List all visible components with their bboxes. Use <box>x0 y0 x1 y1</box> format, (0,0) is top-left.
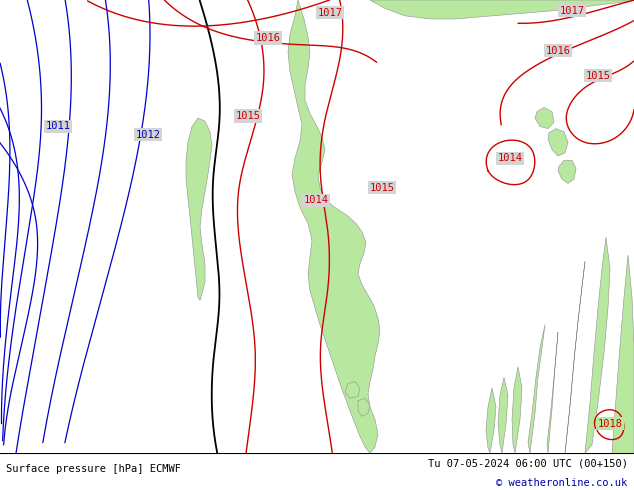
Polygon shape <box>512 367 522 453</box>
Polygon shape <box>186 118 212 300</box>
Text: 1016: 1016 <box>256 33 280 43</box>
Polygon shape <box>547 332 558 453</box>
Polygon shape <box>498 377 508 453</box>
Polygon shape <box>535 107 554 128</box>
Text: 1018: 1018 <box>597 419 623 429</box>
Text: 1014: 1014 <box>304 196 328 205</box>
Text: 1012: 1012 <box>136 130 160 140</box>
Polygon shape <box>565 261 585 453</box>
Polygon shape <box>345 382 360 398</box>
Text: 1015: 1015 <box>586 71 611 81</box>
Polygon shape <box>585 237 610 453</box>
Text: 1011: 1011 <box>46 122 70 131</box>
Text: 1014: 1014 <box>498 153 522 163</box>
Polygon shape <box>358 398 370 416</box>
Text: © weatheronline.co.uk: © weatheronline.co.uk <box>496 478 628 488</box>
Text: Tu 07-05-2024 06:00 UTC (00+150): Tu 07-05-2024 06:00 UTC (00+150) <box>428 459 628 468</box>
Text: 1015: 1015 <box>235 111 261 121</box>
Polygon shape <box>528 325 545 453</box>
Text: 1016: 1016 <box>545 46 571 55</box>
Polygon shape <box>486 388 496 453</box>
Polygon shape <box>548 128 568 156</box>
Polygon shape <box>612 255 634 453</box>
Polygon shape <box>558 160 576 183</box>
Polygon shape <box>370 0 634 19</box>
Text: 1017: 1017 <box>318 8 342 18</box>
Text: 1015: 1015 <box>370 183 394 193</box>
Text: Surface pressure [hPa] ECMWF: Surface pressure [hPa] ECMWF <box>6 464 181 474</box>
Text: 1017: 1017 <box>559 5 585 16</box>
Polygon shape <box>288 0 380 453</box>
